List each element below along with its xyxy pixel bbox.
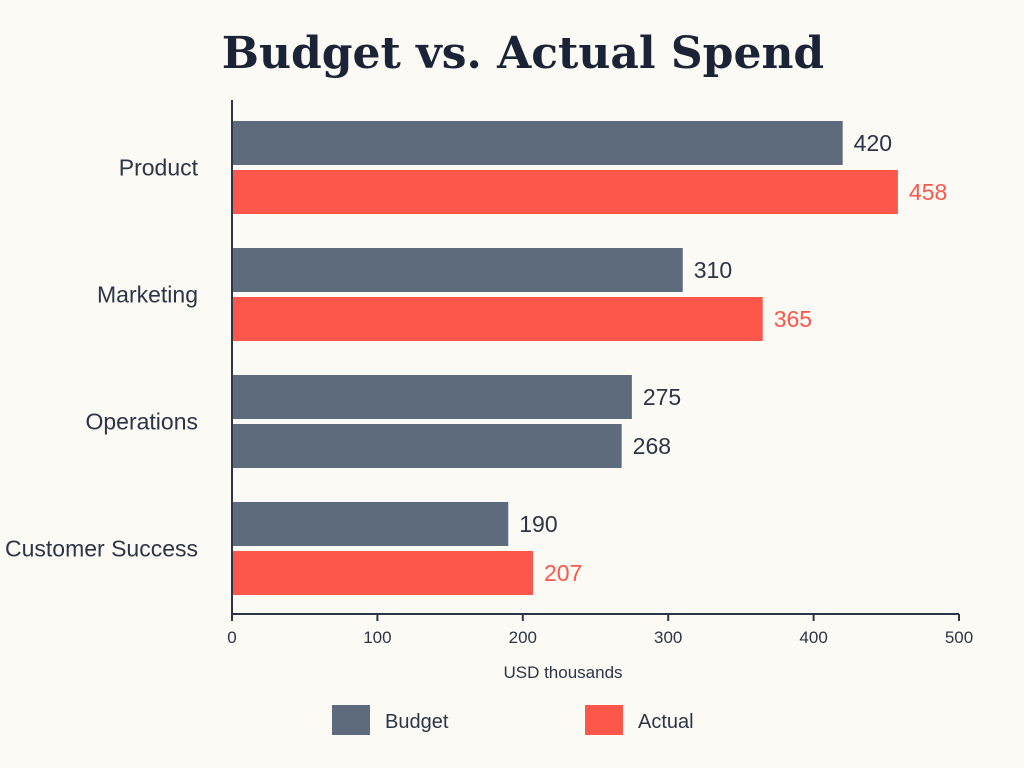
labels-layer: 420 458 Product 310 365 Marketing 275 268 Operat… [5,130,947,586]
bars-layer [232,121,898,595]
value-label: 365 [774,306,812,332]
bar-actual-customer-success [232,551,533,595]
x-tick-label: 100 [363,628,391,647]
category-label: Product [119,155,199,181]
bar-actual-operations [232,424,622,468]
bar-actual-product [232,170,898,214]
x-tick-label: 200 [509,628,537,647]
axes-layer: 0 100 200 300 400 500 [227,100,973,647]
value-label: 190 [519,511,557,537]
value-label: 268 [633,433,671,459]
category-label: Operations [85,409,198,435]
category-label: Customer Success [5,536,198,562]
bar-budget-product [232,121,843,165]
category-label: Marketing [97,282,198,308]
value-label: 207 [544,560,582,586]
bar-budget-customer-success [232,502,509,546]
bar-budget-operations [232,375,632,419]
chart-title: Budget vs. Actual Spend [222,28,824,79]
bar-budget-marketing [232,248,683,292]
legend-swatch-budget [332,705,370,735]
legend-swatch-actual [585,705,623,735]
bar-actual-marketing [232,297,763,341]
value-label: 458 [909,179,947,205]
legend-label-actual: Actual [638,711,694,733]
legend-label-budget: Budget [385,711,449,733]
x-tick-label: 400 [799,628,827,647]
value-label: 275 [643,384,681,410]
x-axis-label: USD thousands [503,663,622,682]
x-tick-label: 0 [227,628,236,647]
value-label: 310 [694,257,732,283]
value-label: 420 [854,130,892,156]
x-tick-label: 300 [654,628,682,647]
legend: Budget Actual [332,705,694,735]
x-tick-label: 500 [945,628,973,647]
